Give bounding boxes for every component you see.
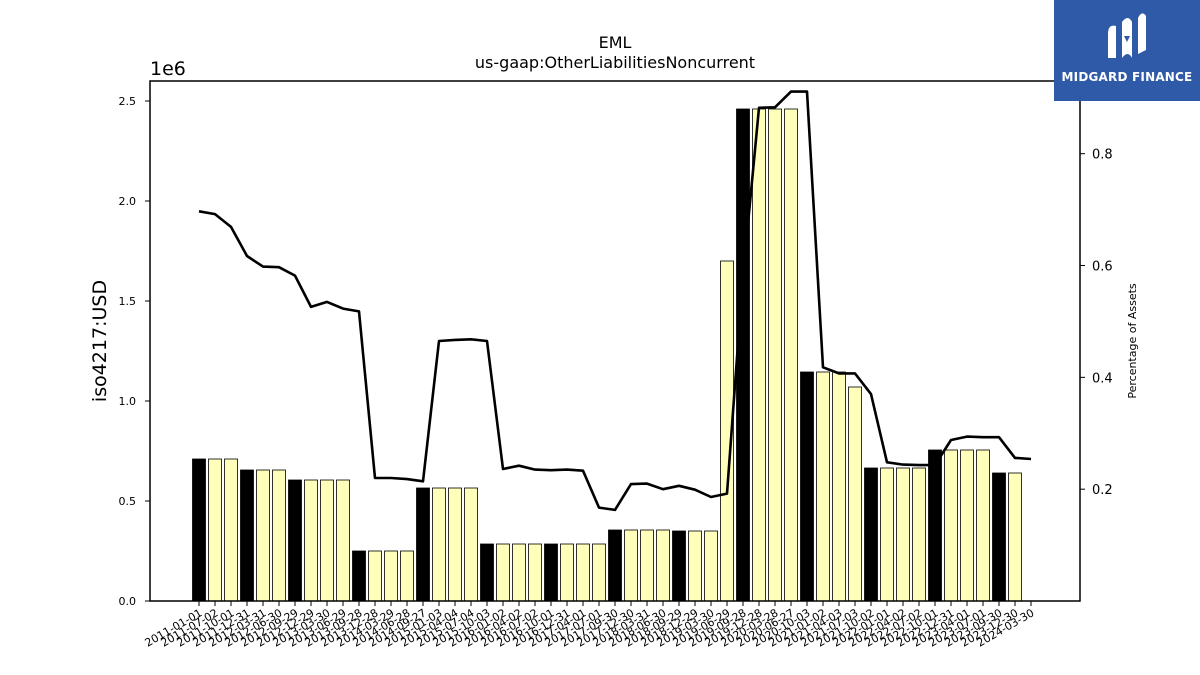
bar — [416, 487, 430, 602]
bar — [1008, 472, 1022, 602]
bar — [448, 487, 462, 602]
chart-title: EML — [599, 33, 632, 52]
right-ticks-layer: 0.2 0.4 0.6 0.8 — [1080, 148, 1113, 498]
bars-layer — [192, 108, 1022, 602]
bar — [624, 529, 638, 602]
y-tick-label: 2.5 — [119, 95, 137, 108]
bar — [320, 479, 334, 602]
bar — [400, 550, 414, 602]
bar — [704, 530, 718, 602]
bar — [896, 467, 910, 602]
y2-tick-label: 0.8 — [1092, 148, 1113, 163]
y-tick-label: 0.0 — [119, 595, 137, 608]
bar — [336, 479, 350, 602]
bar — [384, 550, 398, 602]
bar — [784, 108, 798, 602]
bar — [256, 469, 270, 602]
bar — [288, 479, 302, 602]
bar — [992, 472, 1006, 602]
bar — [240, 469, 254, 602]
bar — [608, 529, 622, 602]
bar — [656, 529, 670, 602]
bar — [576, 543, 590, 602]
bar — [464, 487, 478, 602]
bar — [848, 386, 862, 602]
y-tick-label: 1.0 — [119, 395, 137, 408]
bar — [928, 449, 942, 602]
bar — [512, 543, 526, 602]
bar — [864, 467, 878, 602]
bar — [768, 108, 782, 602]
bar — [352, 550, 366, 602]
bar — [432, 487, 446, 602]
y2-tick-label: 0.4 — [1092, 371, 1113, 386]
bar — [224, 458, 238, 602]
bar — [688, 530, 702, 602]
bar — [752, 108, 766, 602]
left-ticks-layer: 0.0 0.5 1.0 1.5 2.0 2.5 — [119, 95, 150, 608]
bar — [496, 543, 510, 602]
bar — [544, 543, 558, 602]
bar — [592, 543, 606, 602]
bar — [528, 543, 542, 602]
bar — [976, 449, 990, 602]
y-axis-label: iso4217:USD — [89, 280, 111, 402]
bar — [816, 371, 830, 602]
bar — [832, 371, 846, 602]
bar — [912, 467, 926, 602]
y2-tick-label: 0.2 — [1092, 483, 1113, 498]
bar — [560, 543, 574, 602]
brand-logo: MIDGARD FINANCE — [1054, 0, 1200, 101]
right-axis-label: Percentage of Assets — [1126, 283, 1139, 399]
line-layer — [198, 90, 1032, 512]
bar — [960, 449, 974, 602]
y-tick-label: 1.5 — [119, 295, 137, 308]
bar — [672, 530, 686, 602]
y-tick-label: 0.5 — [119, 495, 137, 508]
bar — [880, 467, 894, 602]
percentage-line — [198, 90, 1032, 512]
bar — [480, 543, 494, 602]
bar — [208, 458, 222, 602]
chart-subtitle: us-gaap:OtherLiabilitiesNoncurrent — [475, 53, 755, 72]
y2-tick-label: 0.6 — [1092, 260, 1113, 275]
bar — [192, 458, 206, 602]
bar — [944, 449, 958, 602]
bar — [800, 371, 814, 602]
bar — [640, 529, 654, 602]
y-tick-label: 2.0 — [119, 195, 137, 208]
bar — [272, 469, 286, 602]
bar — [304, 479, 318, 602]
bar — [368, 550, 382, 602]
midgard-logo-icon — [1108, 13, 1146, 58]
y-axis-offset-label: 1e6 — [150, 58, 186, 80]
x-ticks-layer: 2011-01-012011-07-022011-10-012011-12-31… — [143, 601, 1037, 650]
brand-name: MIDGARD FINANCE — [1061, 70, 1193, 84]
